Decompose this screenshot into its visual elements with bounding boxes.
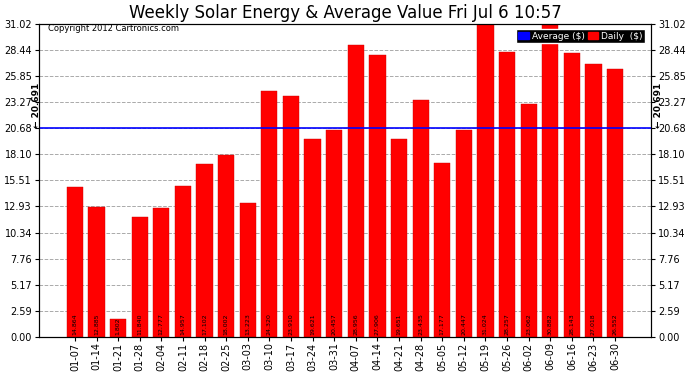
Text: ← 20.691: ← 20.691 [32, 83, 41, 128]
Bar [67, 187, 83, 337]
Text: 23.062: 23.062 [526, 314, 531, 335]
Bar [218, 155, 235, 337]
Text: 11.840: 11.840 [137, 314, 142, 335]
Text: 14.957: 14.957 [181, 314, 186, 335]
Bar [348, 45, 364, 337]
Text: 20.457: 20.457 [332, 314, 337, 335]
Text: 1.802: 1.802 [116, 318, 121, 335]
Text: 30.882: 30.882 [548, 314, 553, 335]
Text: 20.447: 20.447 [462, 314, 466, 335]
Text: 19.651: 19.651 [397, 314, 402, 335]
Text: Copyright 2012 Cartronics.com: Copyright 2012 Cartronics.com [48, 24, 179, 33]
Bar [110, 319, 126, 337]
Bar [391, 138, 407, 337]
Bar [239, 203, 256, 337]
Text: 12.777: 12.777 [159, 314, 164, 335]
Bar [455, 130, 472, 337]
Bar [499, 52, 515, 337]
Bar [153, 208, 170, 337]
Text: 28.956: 28.956 [353, 314, 358, 335]
Bar [283, 96, 299, 337]
Bar [585, 64, 602, 337]
Bar [262, 92, 277, 337]
Bar [477, 24, 493, 337]
Text: 26.552: 26.552 [613, 314, 618, 335]
Text: 24.320: 24.320 [267, 314, 272, 335]
Bar [413, 100, 428, 337]
Legend: Average ($), Daily  ($): Average ($), Daily ($) [515, 29, 645, 43]
Text: 28.143: 28.143 [569, 314, 574, 335]
Bar [88, 207, 105, 337]
Text: 17.102: 17.102 [202, 314, 207, 335]
Text: 19.621: 19.621 [310, 314, 315, 335]
Text: 28.257: 28.257 [504, 314, 509, 335]
Bar [564, 53, 580, 337]
Text: 13.223: 13.223 [245, 314, 250, 335]
Bar [175, 186, 191, 337]
Bar [607, 69, 623, 337]
Title: Weekly Solar Energy & Average Value Fri Jul 6 10:57: Weekly Solar Energy & Average Value Fri … [128, 4, 562, 22]
Bar [132, 217, 148, 337]
Bar [520, 104, 537, 337]
Text: 17.177: 17.177 [440, 314, 445, 335]
Text: ← 20.691: ← 20.691 [654, 83, 663, 128]
Text: 14.864: 14.864 [72, 314, 77, 335]
Text: 12.885: 12.885 [94, 314, 99, 335]
Bar [326, 130, 342, 337]
Text: 23.910: 23.910 [288, 314, 293, 335]
Text: 18.002: 18.002 [224, 314, 228, 335]
Bar [197, 164, 213, 337]
Text: 27.906: 27.906 [375, 314, 380, 335]
Bar [542, 25, 558, 337]
Bar [369, 55, 386, 337]
Text: 27.018: 27.018 [591, 314, 596, 335]
Text: 23.435: 23.435 [418, 314, 423, 335]
Bar [434, 164, 451, 337]
Text: 31.024: 31.024 [483, 314, 488, 335]
Bar [304, 139, 321, 337]
